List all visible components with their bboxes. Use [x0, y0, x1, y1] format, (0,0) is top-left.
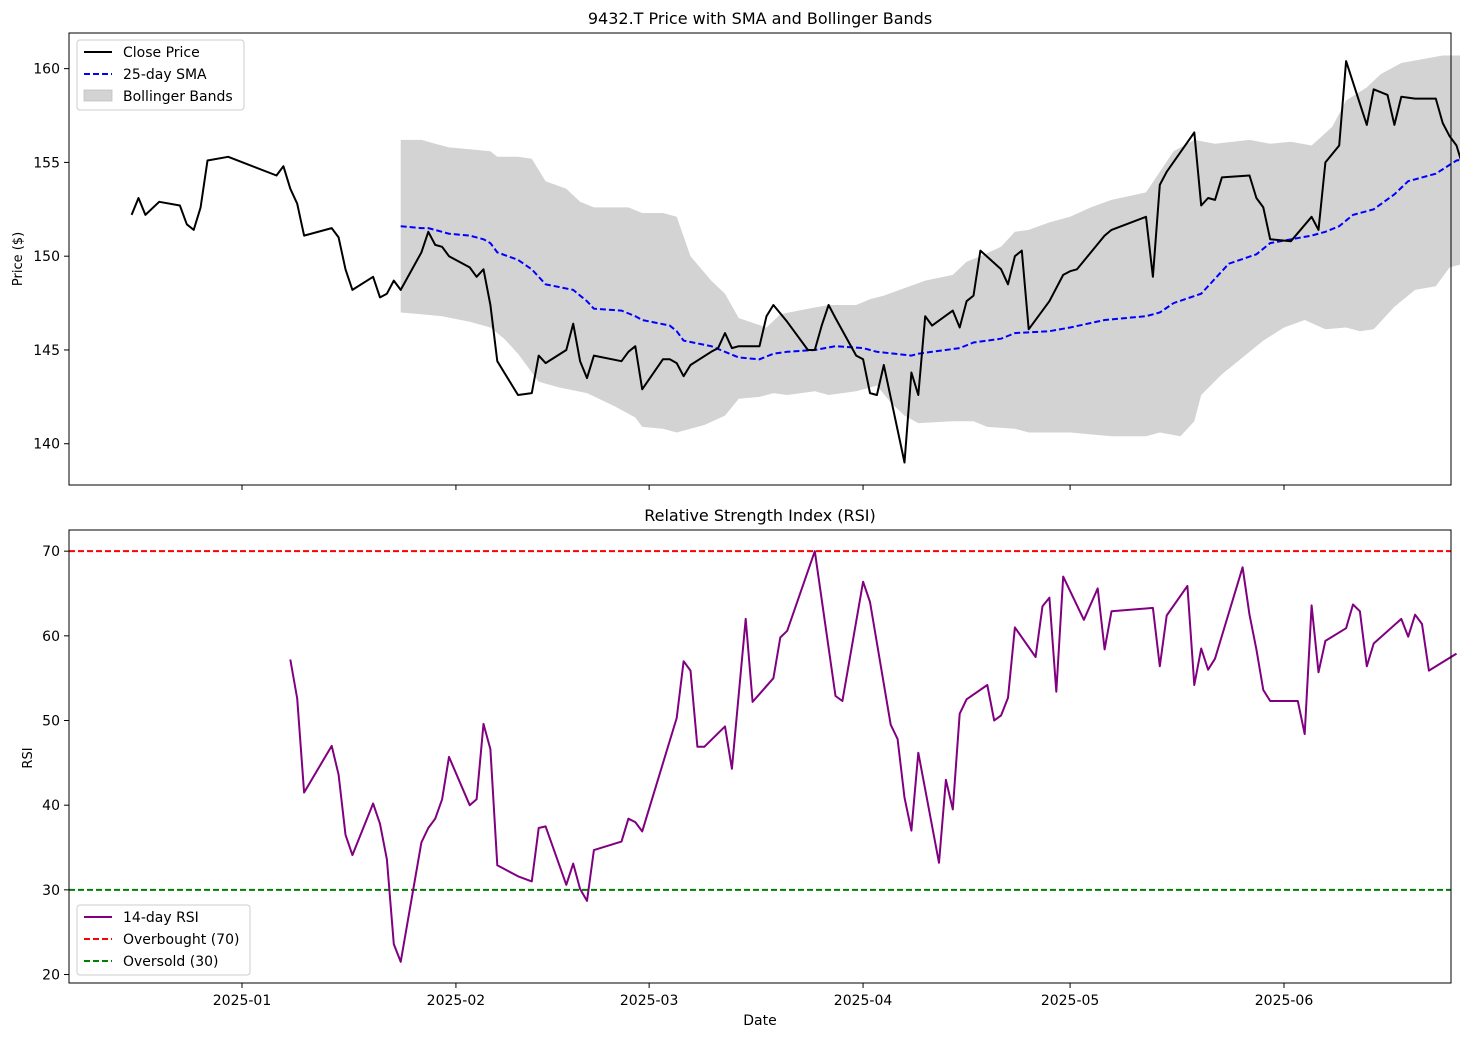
rsi-x-axis: 2025-01 2025-02 2025-03 2025-04 2025-05 2025-…	[213, 983, 1314, 1009]
bollinger-legend-swatch	[83, 89, 113, 102]
rsi-panel: Relative Strength Index (RSI) 20 30 40 50 60…	[21, 506, 1458, 1029]
price-y-tick-label: 140	[33, 437, 60, 453]
close-price-line	[130, 60, 1460, 464]
rsi-legend-box	[76, 904, 251, 976]
price-y-tick-label: 160	[33, 62, 60, 78]
price-y-axis: 140 145 150 155 160	[33, 62, 69, 453]
rsi-y-tick-label: 40	[42, 798, 60, 814]
x-tick-label: 2025-05	[1041, 993, 1100, 1009]
x-tick-label: 2025-03	[620, 993, 679, 1009]
price-plot-area	[130, 55, 1460, 464]
price-legend-box	[76, 39, 245, 111]
price-y-tick-label: 145	[33, 343, 60, 359]
close-price-legend-label: Close Price	[123, 45, 200, 61]
x-tick-label: 2025-02	[427, 993, 486, 1009]
rsi-y-tick-label: 70	[42, 544, 60, 560]
rsi-plot-area	[69, 550, 1458, 963]
bollinger-legend-label: Bollinger Bands	[123, 89, 233, 105]
overbought-legend-label: Overbought (70)	[123, 932, 239, 948]
price-y-tick-label: 150	[33, 249, 60, 265]
rsi-y-tick-label: 50	[42, 714, 60, 730]
rsi-legend: 14-day RSI Overbought (70) Oversold (30)	[76, 904, 251, 976]
price-legend: Close Price 25-day SMA Bollinger Bands	[76, 39, 245, 111]
sma-line	[400, 159, 1460, 361]
rsi-y-tick-label: 60	[42, 629, 60, 645]
rsi-legend-label: 14-day RSI	[123, 910, 199, 926]
rsi-y-axis-label: RSI	[21, 747, 36, 768]
bollinger-band-area	[400, 55, 1460, 437]
x-tick-label: 2025-01	[213, 993, 272, 1009]
rsi-y-axis: 20 30 40 50 60 70	[42, 544, 69, 984]
rsi-line	[289, 550, 1458, 963]
rsi-plot-frame	[68, 529, 1452, 984]
rsi-chart-title: Relative Strength Index (RSI)	[644, 506, 876, 525]
price-x-axis-ticks	[241, 485, 1285, 490]
x-tick-label: 2025-06	[1255, 993, 1314, 1009]
sma-legend-label: 25-day SMA	[123, 67, 207, 83]
price-chart-title: 9432.T Price with SMA and Bollinger Band…	[588, 9, 932, 28]
price-plot-frame	[68, 32, 1452, 486]
price-y-tick-label: 155	[33, 155, 60, 171]
x-tick-label: 2025-04	[834, 993, 893, 1009]
rsi-y-tick-label: 30	[42, 883, 60, 899]
oversold-legend-label: Oversold (30)	[123, 954, 219, 970]
x-axis-label: Date	[743, 1013, 776, 1029]
price-panel: 9432.T Price with SMA and Bollinger Band…	[11, 9, 1460, 490]
rsi-y-tick-label: 20	[42, 968, 60, 984]
price-y-axis-label: Price ($)	[11, 232, 26, 286]
